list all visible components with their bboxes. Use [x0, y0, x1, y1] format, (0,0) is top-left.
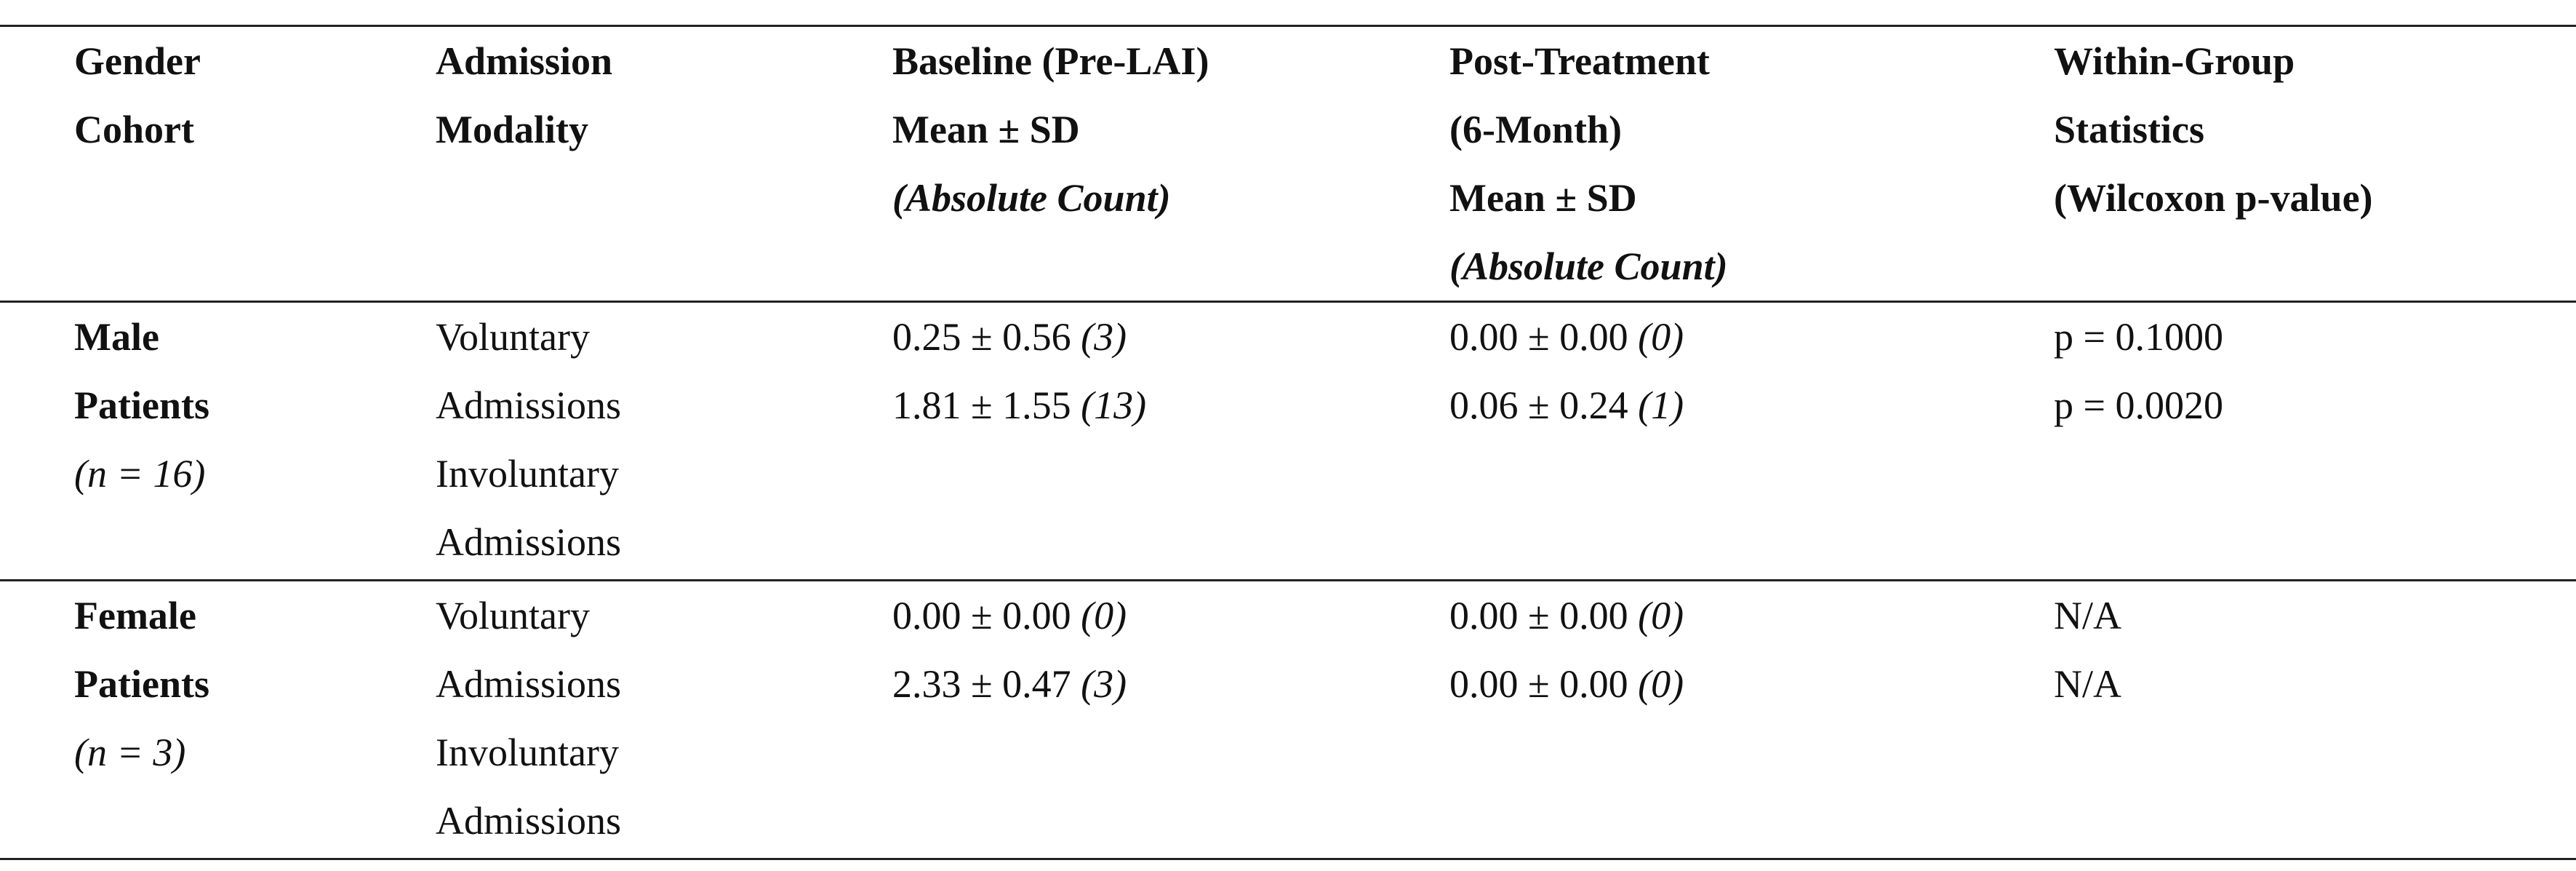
table-cell: Post-Treatment (6-Month) Mean ± SD (Absolut… [1449, 27, 1728, 301]
table-section: Gender Cohort Admission Modality Baseline (P… [0, 27, 2576, 303]
baseline-mean-sd: 1.81 ± 1.55 [892, 383, 1071, 427]
baseline-mean-sd: 2.33 ± 0.47 [892, 662, 1071, 706]
cohort-label: Male [74, 315, 159, 359]
baseline-cell: 2.33 ± 0.47 (3) [892, 650, 1127, 718]
header-text: Admission [436, 39, 613, 83]
table-cell: Gender Cohort [74, 27, 201, 164]
modality: Voluntary Admissions [436, 315, 622, 427]
baseline-cell: 0.00 ± 0.00 (0) [892, 581, 1127, 650]
header-text: Mean ± SD [1449, 176, 1637, 220]
statistic: p = 0.1000 [2054, 315, 2223, 359]
cohort-size: (n = 16) [74, 452, 206, 496]
table-cell: 0.25 ± 0.56 (3) 1.81 ± 1.55 (13) [892, 303, 1146, 440]
header-text: Cohort [74, 108, 194, 151]
table-cell: 0.00 ± 0.00 (0) 2.33 ± 0.47 (3) [892, 581, 1127, 718]
table-section: Female Patients (n = 3) Voluntary Admission… [0, 581, 2576, 860]
post-cell: 0.00 ± 0.00 (0) [1449, 581, 1684, 650]
cohort-label: Patients [74, 383, 209, 427]
post-count: (1) [1638, 383, 1684, 427]
header-text: Mean ± SD [892, 108, 1080, 151]
baseline-mean-sd: 0.25 ± 0.56 [892, 315, 1071, 359]
baseline-cell: 1.81 ± 1.55 (13) [892, 371, 1146, 440]
baseline-count: (3) [1081, 662, 1127, 706]
post-count: (0) [1638, 315, 1684, 359]
header-text: Within-Group [2054, 39, 2295, 83]
post-mean-sd: 0.00 ± 0.00 [1449, 594, 1628, 637]
table-cell: p = 0.1000 p = 0.0020 [2054, 303, 2223, 440]
baseline-count: (13) [1081, 383, 1147, 427]
table-cell: Baseline (Pre-LAI) Mean ± SD (Absolute Cou… [892, 27, 1209, 232]
cohort-label: Female [74, 594, 196, 637]
header-text: Gender [74, 39, 201, 83]
post-mean-sd: 0.00 ± 0.00 [1449, 315, 1628, 359]
table-cell: N/A N/A [2054, 581, 2121, 718]
post-mean-sd: 0.06 ± 0.24 [1449, 383, 1628, 427]
table-cell: Within-Group Statistics (Wilcoxon p-value) [2054, 27, 2373, 232]
post-cell: 0.00 ± 0.00 (0) [1449, 303, 1684, 371]
table-cell: 0.00 ± 0.00 (0) 0.00 ± 0.00 (0) [1449, 581, 1684, 718]
header-text: Post-Treatment [1449, 39, 1710, 83]
statistic: p = 0.0020 [2054, 383, 2223, 427]
table: Gender Cohort Admission Modality Baseline (P… [0, 25, 2576, 860]
baseline-count: (0) [1081, 594, 1127, 637]
table-cell: Female Patients (n = 3) [74, 581, 209, 787]
post-cell: 0.06 ± 0.24 (1) [1449, 371, 1684, 440]
modality: Involuntary Admissions [436, 731, 622, 843]
post-mean-sd: 0.00 ± 0.00 [1449, 662, 1628, 706]
statistic: N/A [2054, 662, 2121, 706]
post-cell: 0.00 ± 0.00 (0) [1449, 650, 1684, 718]
header-text: (Absolute Count) [892, 176, 1171, 220]
header-text: (6-Month) [1449, 108, 1622, 151]
header-text: Modality [436, 108, 588, 151]
baseline-count: (3) [1081, 315, 1127, 359]
post-count: (0) [1638, 662, 1684, 706]
baseline-cell: 0.25 ± 0.56 (3) [892, 303, 1146, 371]
table-cell: Voluntary Admissions Involuntary Admissio… [436, 581, 727, 855]
table-cell: Voluntary Admissions Involuntary Admissio… [436, 303, 727, 576]
header-text: (Absolute Count) [1449, 244, 1728, 288]
post-count: (0) [1638, 594, 1684, 637]
header-text: Statistics [2054, 108, 2204, 151]
cohort-label: Patients [74, 662, 209, 706]
table-cell: Admission Modality [436, 27, 612, 164]
header-text: (Wilcoxon p-value) [2054, 176, 2373, 220]
baseline-mean-sd: 0.00 ± 0.00 [892, 594, 1071, 637]
modality: Involuntary Admissions [436, 452, 622, 564]
table-cell: 0.00 ± 0.00 (0) 0.06 ± 0.24 (1) [1449, 303, 1684, 440]
header-text: Baseline (Pre-LAI) [892, 39, 1209, 83]
table-cell: Male Patients (n = 16) [74, 303, 209, 508]
table-section: Male Patients (n = 16) Voluntary Admissions… [0, 303, 2576, 581]
cohort-size: (n = 3) [74, 731, 186, 774]
statistic: N/A [2054, 594, 2121, 637]
modality: Voluntary Admissions [436, 594, 622, 706]
